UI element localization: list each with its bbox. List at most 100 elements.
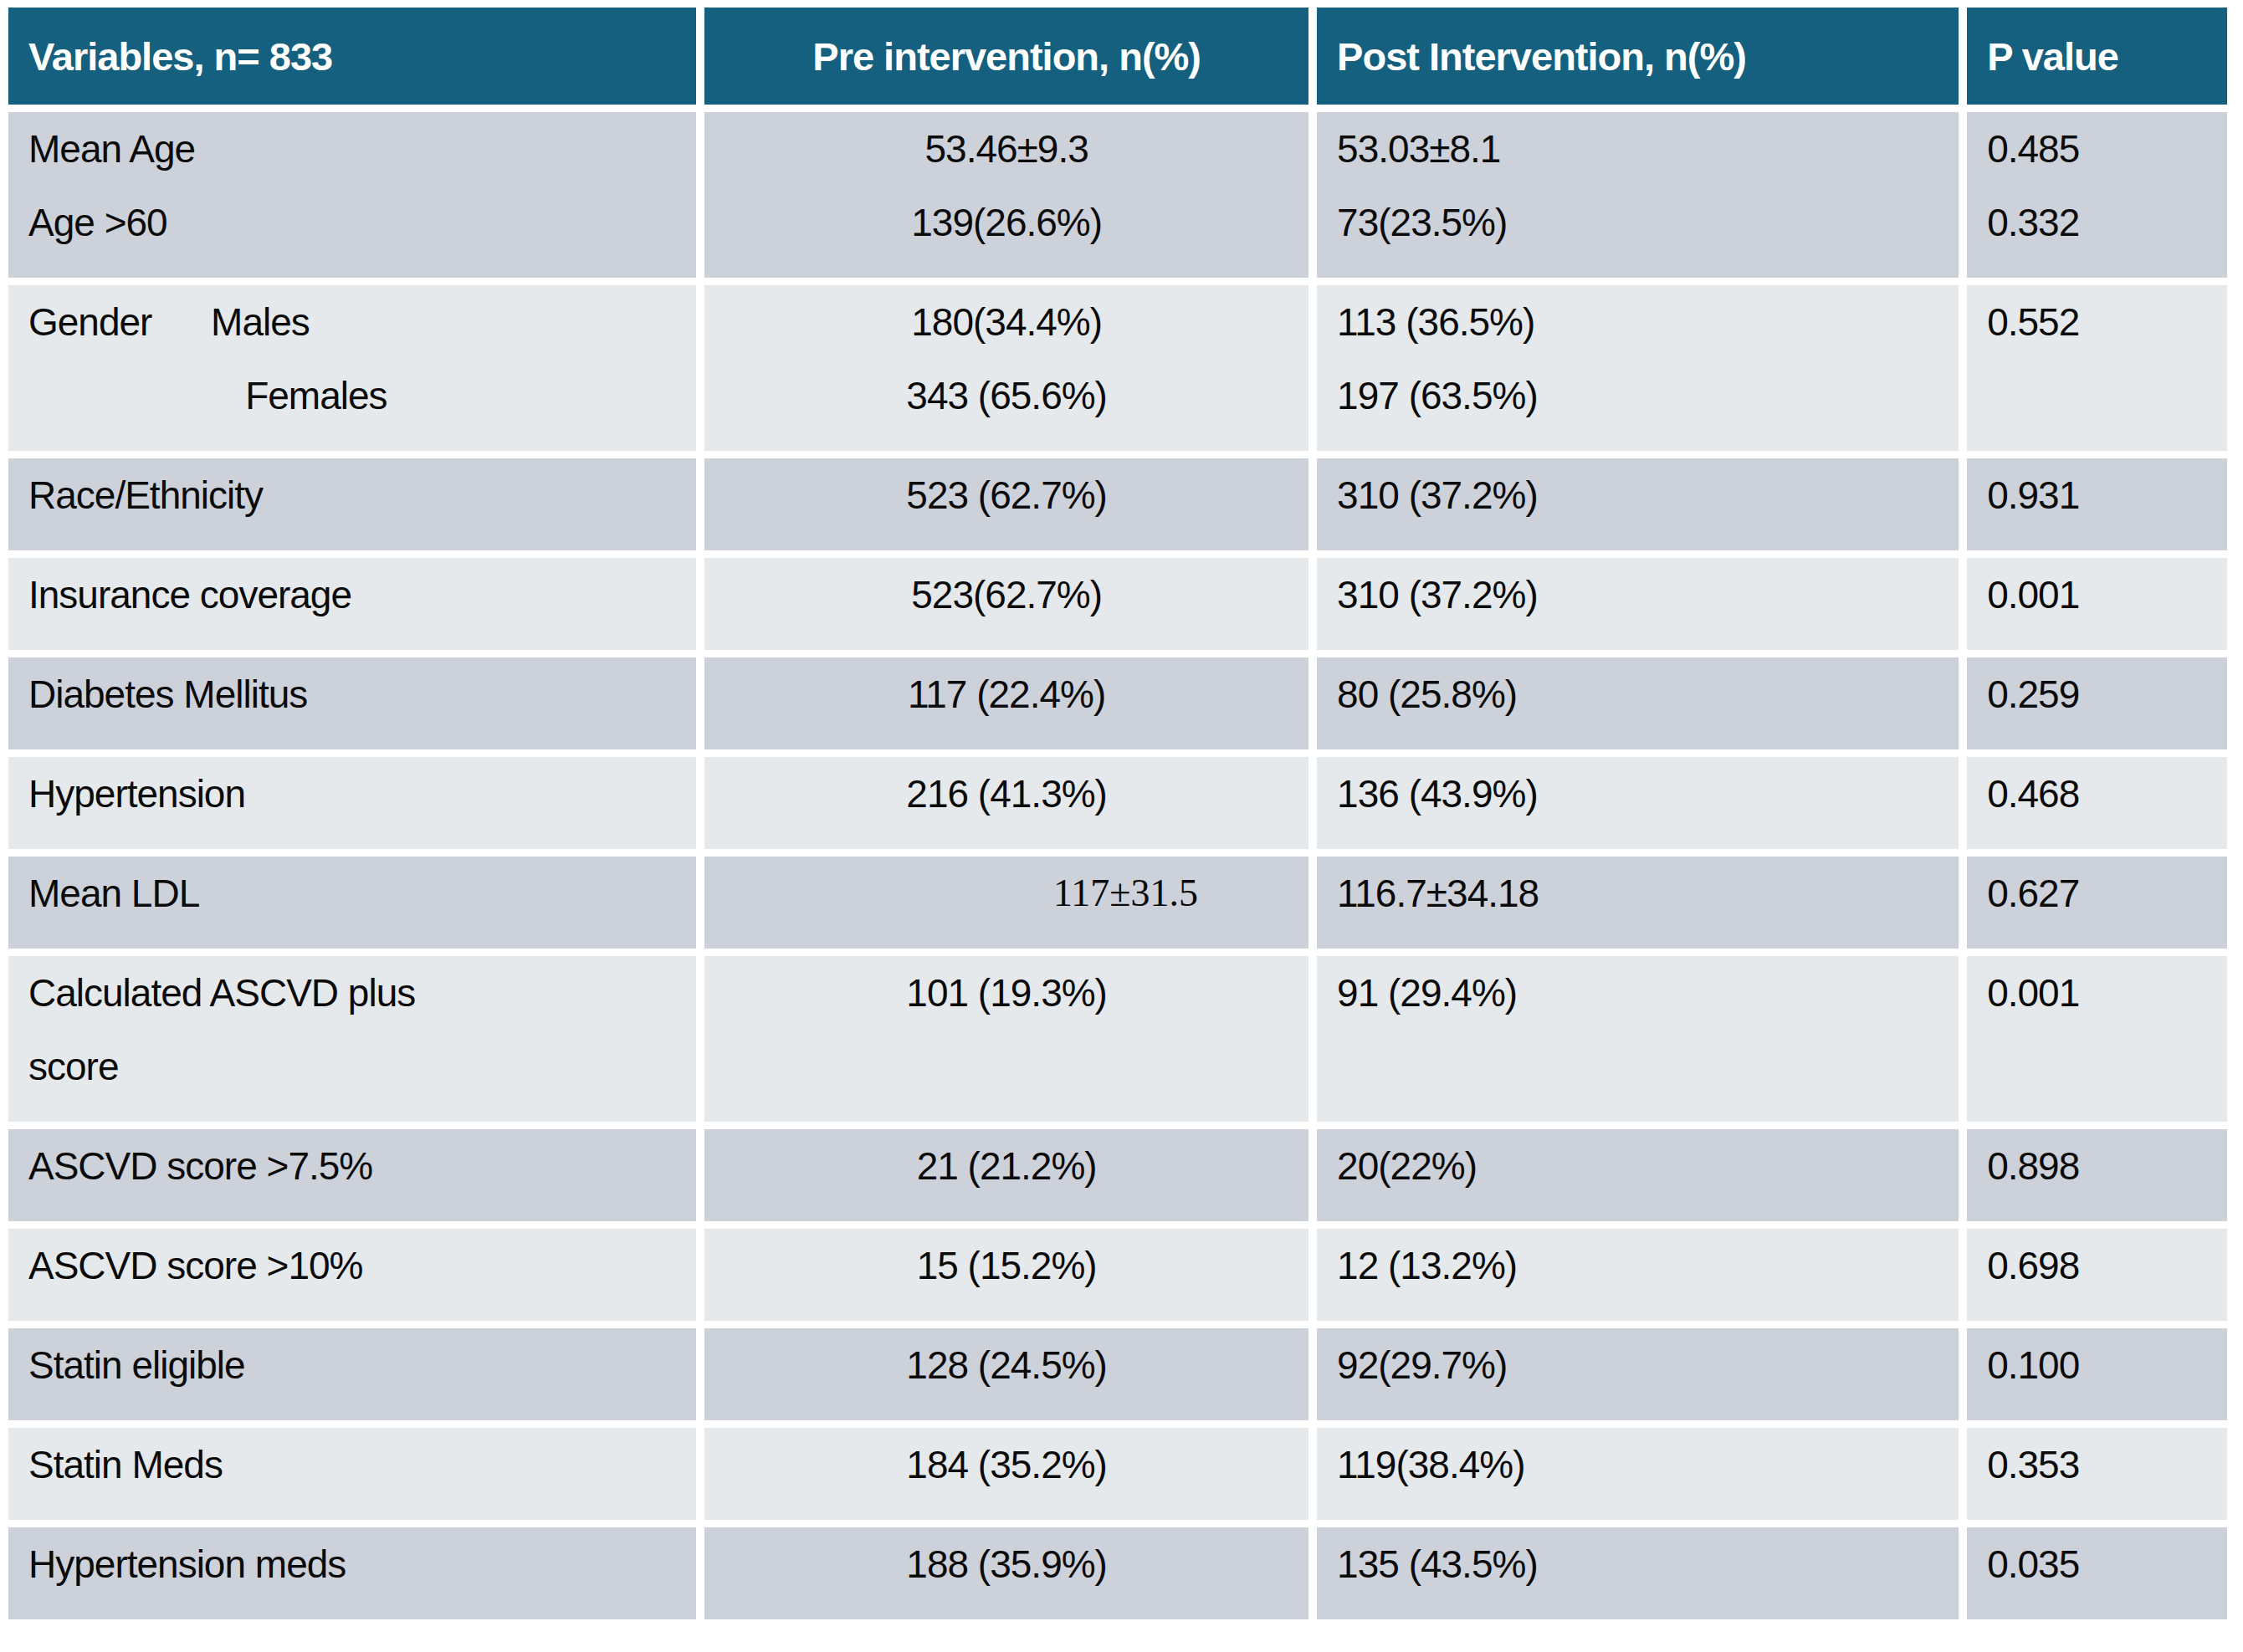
cell-p-value: 0.001 (1967, 956, 2227, 1122)
cell-variable: Mean Age Age >60 (8, 112, 696, 278)
cell-variable: ASCVD score >7.5% (8, 1129, 696, 1221)
cell-variable: Hypertension (8, 757, 696, 849)
cell-pre-value: 128 (24.5%) (704, 1328, 1308, 1420)
cell-post-value-text: 92(29.7%) (1337, 1328, 1959, 1402)
cell-pre-value: 188 (35.9%) (704, 1527, 1308, 1619)
cell-post-value: 53.03±8.1 73(23.5%) (1317, 112, 1959, 278)
cell-p-value: 0.552 (1967, 285, 2227, 451)
cell-pre-value: 216 (41.3%) (704, 757, 1308, 849)
cell-post-value-text: 310 (37.2%) (1337, 558, 1959, 632)
cell-post-value-text: 113 (36.5%) 197 (63.5%) (1337, 285, 1959, 432)
cell-post-value-text: 136 (43.9%) (1337, 757, 1959, 831)
cell-post-value-text: 12 (13.2%) (1337, 1229, 1959, 1302)
cell-variable-text: Hypertension meds (28, 1527, 696, 1601)
cell-post-value: 116.7±34.18 (1317, 857, 1959, 949)
cell-pre-value-text: 523(62.7%) (704, 558, 1308, 632)
cell-pre-value-text: 53.46±9.3 139(26.6%) (704, 112, 1308, 259)
cell-p-value: 0.001 (1967, 558, 2227, 650)
cell-variable: Mean LDL (8, 857, 696, 949)
cell-post-value: 310 (37.2%) (1317, 458, 1959, 550)
cell-pre-value: 21 (21.2%) (704, 1129, 1308, 1221)
cell-variable-text: Mean LDL (28, 857, 696, 930)
cell-post-value-text: 80 (25.8%) (1337, 657, 1959, 731)
cell-pre-value-text: 523 (62.7%) (704, 458, 1308, 532)
cell-post-value-text: 310 (37.2%) (1337, 458, 1959, 532)
cell-post-value: 12 (13.2%) (1317, 1229, 1959, 1321)
header-post-intervention: Post Intervention, n(%) (1317, 8, 1959, 105)
cell-variable-text: Hypertension (28, 757, 696, 831)
cell-post-value: 20(22%) (1317, 1129, 1959, 1221)
cell-pre-value: 523 (62.7%) (704, 458, 1308, 550)
cell-post-value-text: 116.7±34.18 (1337, 857, 1959, 930)
cell-p-value-text: 0.259 (1987, 657, 2227, 731)
cell-pre-value: 101 (19.3%) (704, 956, 1308, 1122)
cell-variable-text: Gender Males Females (28, 285, 696, 432)
cell-post-value: 136 (43.9%) (1317, 757, 1959, 849)
cell-pre-value: 15 (15.2%) (704, 1229, 1308, 1321)
cell-pre-value-text: 117±31.5 (704, 857, 1198, 930)
table-row: Diabetes Mellitus117 (22.4%) 80 (25.8%) 0.… (8, 657, 2227, 749)
cell-variable: Insurance coverage (8, 558, 696, 650)
cell-p-value-text: 0.931 (1987, 458, 2227, 532)
cell-post-value: 92(29.7%) (1317, 1328, 1959, 1420)
cell-post-value-text: 91 (29.4%) (1337, 956, 1959, 1030)
cell-p-value: 0.485 0.332 (1967, 112, 2227, 278)
cell-p-value: 0.100 (1967, 1328, 2227, 1420)
cell-variable-text: ASCVD score >7.5% (28, 1129, 696, 1203)
cell-variable-text: Diabetes Mellitus (28, 657, 696, 731)
cell-variable: Hypertension meds (8, 1527, 696, 1619)
table-row: Hypertension meds188 (35.9%) 135 (43.5%) 0… (8, 1527, 2227, 1619)
cell-post-value: 310 (37.2%) (1317, 558, 1959, 650)
cell-variable: Gender Males Females (8, 285, 696, 451)
cell-pre-value-text: 216 (41.3%) (704, 757, 1308, 831)
cell-variable: Statin Meds (8, 1428, 696, 1520)
cell-variable: Diabetes Mellitus (8, 657, 696, 749)
study-results-table: Variables, n= 833 Pre intervention, n(%)… (0, 0, 2235, 1627)
table-row: Gender Males Females180(34.4%) 343 (65.6… (8, 285, 2227, 451)
table-row: Statin eligible128 (24.5%) 92(29.7%) 0.100 (8, 1328, 2227, 1420)
table-row: Hypertension216 (41.3%) 136 (43.9%) 0.468 (8, 757, 2227, 849)
cell-variable-text: Statin Meds (28, 1428, 696, 1501)
cell-variable: Statin eligible (8, 1328, 696, 1420)
cell-post-value-text: 20(22%) (1337, 1129, 1959, 1203)
cell-p-value-text: 0.001 (1987, 956, 2227, 1030)
cell-p-value: 0.259 (1967, 657, 2227, 749)
table-row: Race/Ethnicity523 (62.7%) 310 (37.2%) 0.93… (8, 458, 2227, 550)
header-row: Variables, n= 833 Pre intervention, n(%)… (8, 8, 2227, 105)
cell-pre-value: 117 (22.4%) (704, 657, 1308, 749)
cell-variable: Race/Ethnicity (8, 458, 696, 550)
cell-pre-value: 117±31.5 (704, 857, 1308, 949)
cell-post-value: 119(38.4%) (1317, 1428, 1959, 1520)
header-variables: Variables, n= 833 (8, 8, 696, 105)
cell-pre-value-text: 128 (24.5%) (704, 1328, 1308, 1402)
cell-p-value: 0.898 (1967, 1129, 2227, 1221)
table-row: Insurance coverage523(62.7%) 310 (37.2%) 0… (8, 558, 2227, 650)
cell-variable-text: Calculated ASCVD plus score (28, 956, 696, 1103)
cell-p-value-text: 0.001 (1987, 558, 2227, 632)
table-row: Mean LDL117±31.5 116.7±34.18 0.627 (8, 857, 2227, 949)
cell-p-value-text: 0.100 (1987, 1328, 2227, 1402)
table-row: Statin Meds184 (35.2%)119(38.4%)0.353 (8, 1428, 2227, 1520)
cell-post-value: 113 (36.5%) 197 (63.5%) (1317, 285, 1959, 451)
cell-pre-value-text: 117 (22.4%) (704, 657, 1308, 731)
cell-variable-text: Statin eligible (28, 1328, 696, 1402)
cell-p-value-text: 0.552 (1987, 285, 2227, 359)
cell-variable-text: Insurance coverage (28, 558, 696, 632)
cell-p-value-text: 0.035 (1987, 1527, 2227, 1601)
cell-pre-value-text: 184 (35.2%) (704, 1428, 1308, 1501)
cell-pre-value: 180(34.4%) 343 (65.6%) (704, 285, 1308, 451)
header-pre-intervention: Pre intervention, n(%) (704, 8, 1308, 105)
cell-p-value: 0.627 (1967, 857, 2227, 949)
cell-p-value-text: 0.627 (1987, 857, 2227, 930)
cell-post-value: 91 (29.4%) (1317, 956, 1959, 1122)
table-body: Mean Age Age >6053.46±9.3 139(26.6%)53.0… (8, 112, 2227, 1619)
cell-post-value: 80 (25.8%) (1317, 657, 1959, 749)
cell-p-value-text: 0.468 (1987, 757, 2227, 831)
cell-post-value-text: 135 (43.5%) (1337, 1527, 1959, 1601)
header-p-value: P value (1967, 8, 2227, 105)
cell-post-value-text: 119(38.4%) (1337, 1428, 1959, 1501)
cell-pre-value: 53.46±9.3 139(26.6%) (704, 112, 1308, 278)
cell-p-value-text: 0.698 (1987, 1229, 2227, 1302)
cell-pre-value: 184 (35.2%) (704, 1428, 1308, 1520)
table-row: ASCVD score >7.5%21 (21.2%) 20(22%)0.898 (8, 1129, 2227, 1221)
